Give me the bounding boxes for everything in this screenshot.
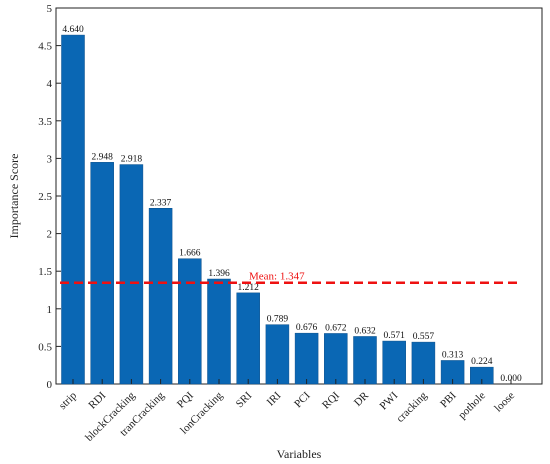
data-label-tranCracking: 2.337 xyxy=(150,198,172,208)
bar-SRI xyxy=(236,292,260,385)
bar-RQI xyxy=(324,333,348,385)
y-tick-label: 2 xyxy=(47,229,53,241)
bar-PCI xyxy=(294,332,319,385)
bar-lonCracking xyxy=(207,278,231,385)
bar-PQI xyxy=(178,258,202,385)
bar-cracking xyxy=(411,341,436,385)
x-tick-label-PQI: PQI xyxy=(175,389,196,410)
data-label-PBI: 0.313 xyxy=(442,350,464,360)
y-tick-label: 1.5 xyxy=(38,266,52,278)
data-label-PWI: 0.571 xyxy=(384,331,406,341)
bar-PWI xyxy=(382,340,406,385)
data-label-RQI: 0.672 xyxy=(325,323,347,333)
data-label-strip: 4.640 xyxy=(62,25,84,35)
x-tick-label-SRI: SRI xyxy=(234,389,255,410)
data-label-PQI: 1.666 xyxy=(179,249,201,259)
y-tick-label: 1 xyxy=(47,304,53,316)
bar-blockCracking xyxy=(119,164,144,385)
data-label-SRI: 1.212 xyxy=(238,283,260,293)
bar-strip xyxy=(61,34,85,385)
x-tick-label-IRI: IRI xyxy=(265,389,284,408)
bar-RDI xyxy=(90,162,114,385)
data-label-lonCracking: 1.396 xyxy=(208,269,230,279)
x-tick-label-PBI: PBI xyxy=(438,389,459,410)
data-label-RDI: 2.948 xyxy=(92,152,114,162)
x-axis-label: Variables xyxy=(277,447,322,461)
data-label-cracking: 0.557 xyxy=(413,332,435,342)
y-tick-label: 3 xyxy=(47,153,53,165)
y-tick-label: 0.5 xyxy=(38,341,52,353)
data-label-DR: 0.632 xyxy=(354,326,376,336)
y-tick-label: 4.5 xyxy=(38,41,52,53)
x-tick-label-PWI: PWI xyxy=(378,389,401,412)
bar-IRI xyxy=(265,324,290,385)
bars-group xyxy=(61,34,494,385)
y-axis-label: Importance Score xyxy=(7,154,21,239)
y-tick-label: 5 xyxy=(47,3,53,15)
x-tick-label-RQI: RQI xyxy=(320,389,342,411)
data-label-IRI: 0.789 xyxy=(267,315,289,325)
x-tick-label-loose: loose xyxy=(492,390,517,415)
data-label-blockCracking: 2.918 xyxy=(121,155,143,165)
y-tick-label: 3.5 xyxy=(38,116,52,128)
x-tick-label-strip: strip xyxy=(57,389,80,412)
y-tick-label: 0 xyxy=(47,379,53,391)
bar-DR xyxy=(353,336,377,385)
data-label-PCI: 0.676 xyxy=(296,323,318,333)
y-tick-label: 2.5 xyxy=(38,191,52,203)
y-axis-ticks: 0 0.5 1 1.5 2 2.5 3 3.5 4 4.5 5 xyxy=(38,3,61,391)
mean-label: Mean: 1.347 xyxy=(249,271,305,283)
x-tick-label-DR: DR xyxy=(352,389,372,409)
bar-tranCracking xyxy=(148,208,173,385)
y-tick-label: 4 xyxy=(47,78,53,90)
x-tick-label-cracking: cracking xyxy=(394,389,430,425)
x-tick-label-pothole: pothole xyxy=(456,390,488,422)
x-tick-label-RDI: RDI xyxy=(86,389,108,411)
data-label-pothole: 0.224 xyxy=(471,357,493,367)
x-tick-label-PCI: PCI xyxy=(292,389,313,410)
